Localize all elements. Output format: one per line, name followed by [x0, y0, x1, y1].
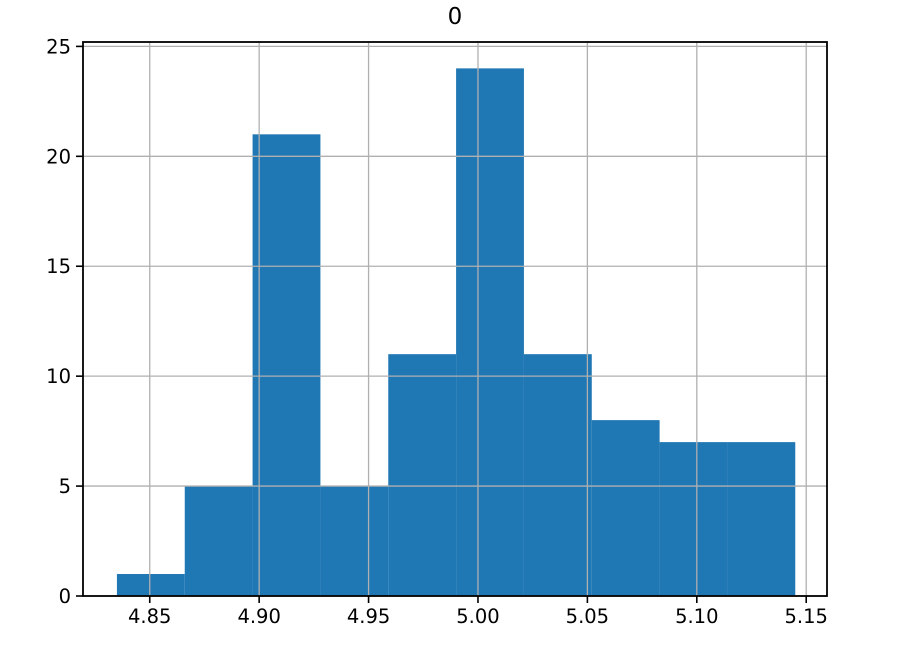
x-tick-label: 5.10 [675, 605, 718, 628]
histogram-bar [116, 574, 185, 596]
x-tick-label: 5.05 [566, 605, 609, 628]
histogram-bar [523, 354, 592, 596]
histogram-bar [388, 354, 457, 596]
axes-layer [76, 41, 828, 603]
histogram-bar [727, 442, 796, 596]
grid-layer [83, 42, 827, 597]
histogram-bar [184, 486, 253, 596]
histogram-bar [320, 486, 389, 596]
histogram-bar [252, 134, 321, 597]
y-tick-label: 20 [46, 145, 71, 168]
x-tick-label: 4.90 [237, 605, 280, 628]
histogram-bar [456, 68, 524, 596]
x-tick-label: 4.95 [347, 605, 390, 628]
y-tick-label: 10 [46, 365, 71, 388]
y-tick-label: 15 [46, 255, 71, 278]
x-tick-label: 5.15 [785, 605, 828, 628]
x-tick-label: 4.85 [128, 605, 171, 628]
x-tick-label: 5.00 [456, 605, 499, 628]
y-tick-label: 0 [59, 585, 71, 608]
bars-layer [116, 68, 796, 597]
y-tick-label: 5 [59, 475, 71, 498]
histogram-bar [659, 442, 728, 596]
histogram-bar [591, 420, 660, 596]
chart-title: 0 [447, 4, 463, 30]
y-tick-label: 25 [46, 35, 71, 58]
labels-layer: 4.85 4.90 4.95 5.00 5.05 5.10 5.15 0 5 10 15 20 25 [46, 35, 828, 628]
plot-spine [82, 41, 828, 597]
